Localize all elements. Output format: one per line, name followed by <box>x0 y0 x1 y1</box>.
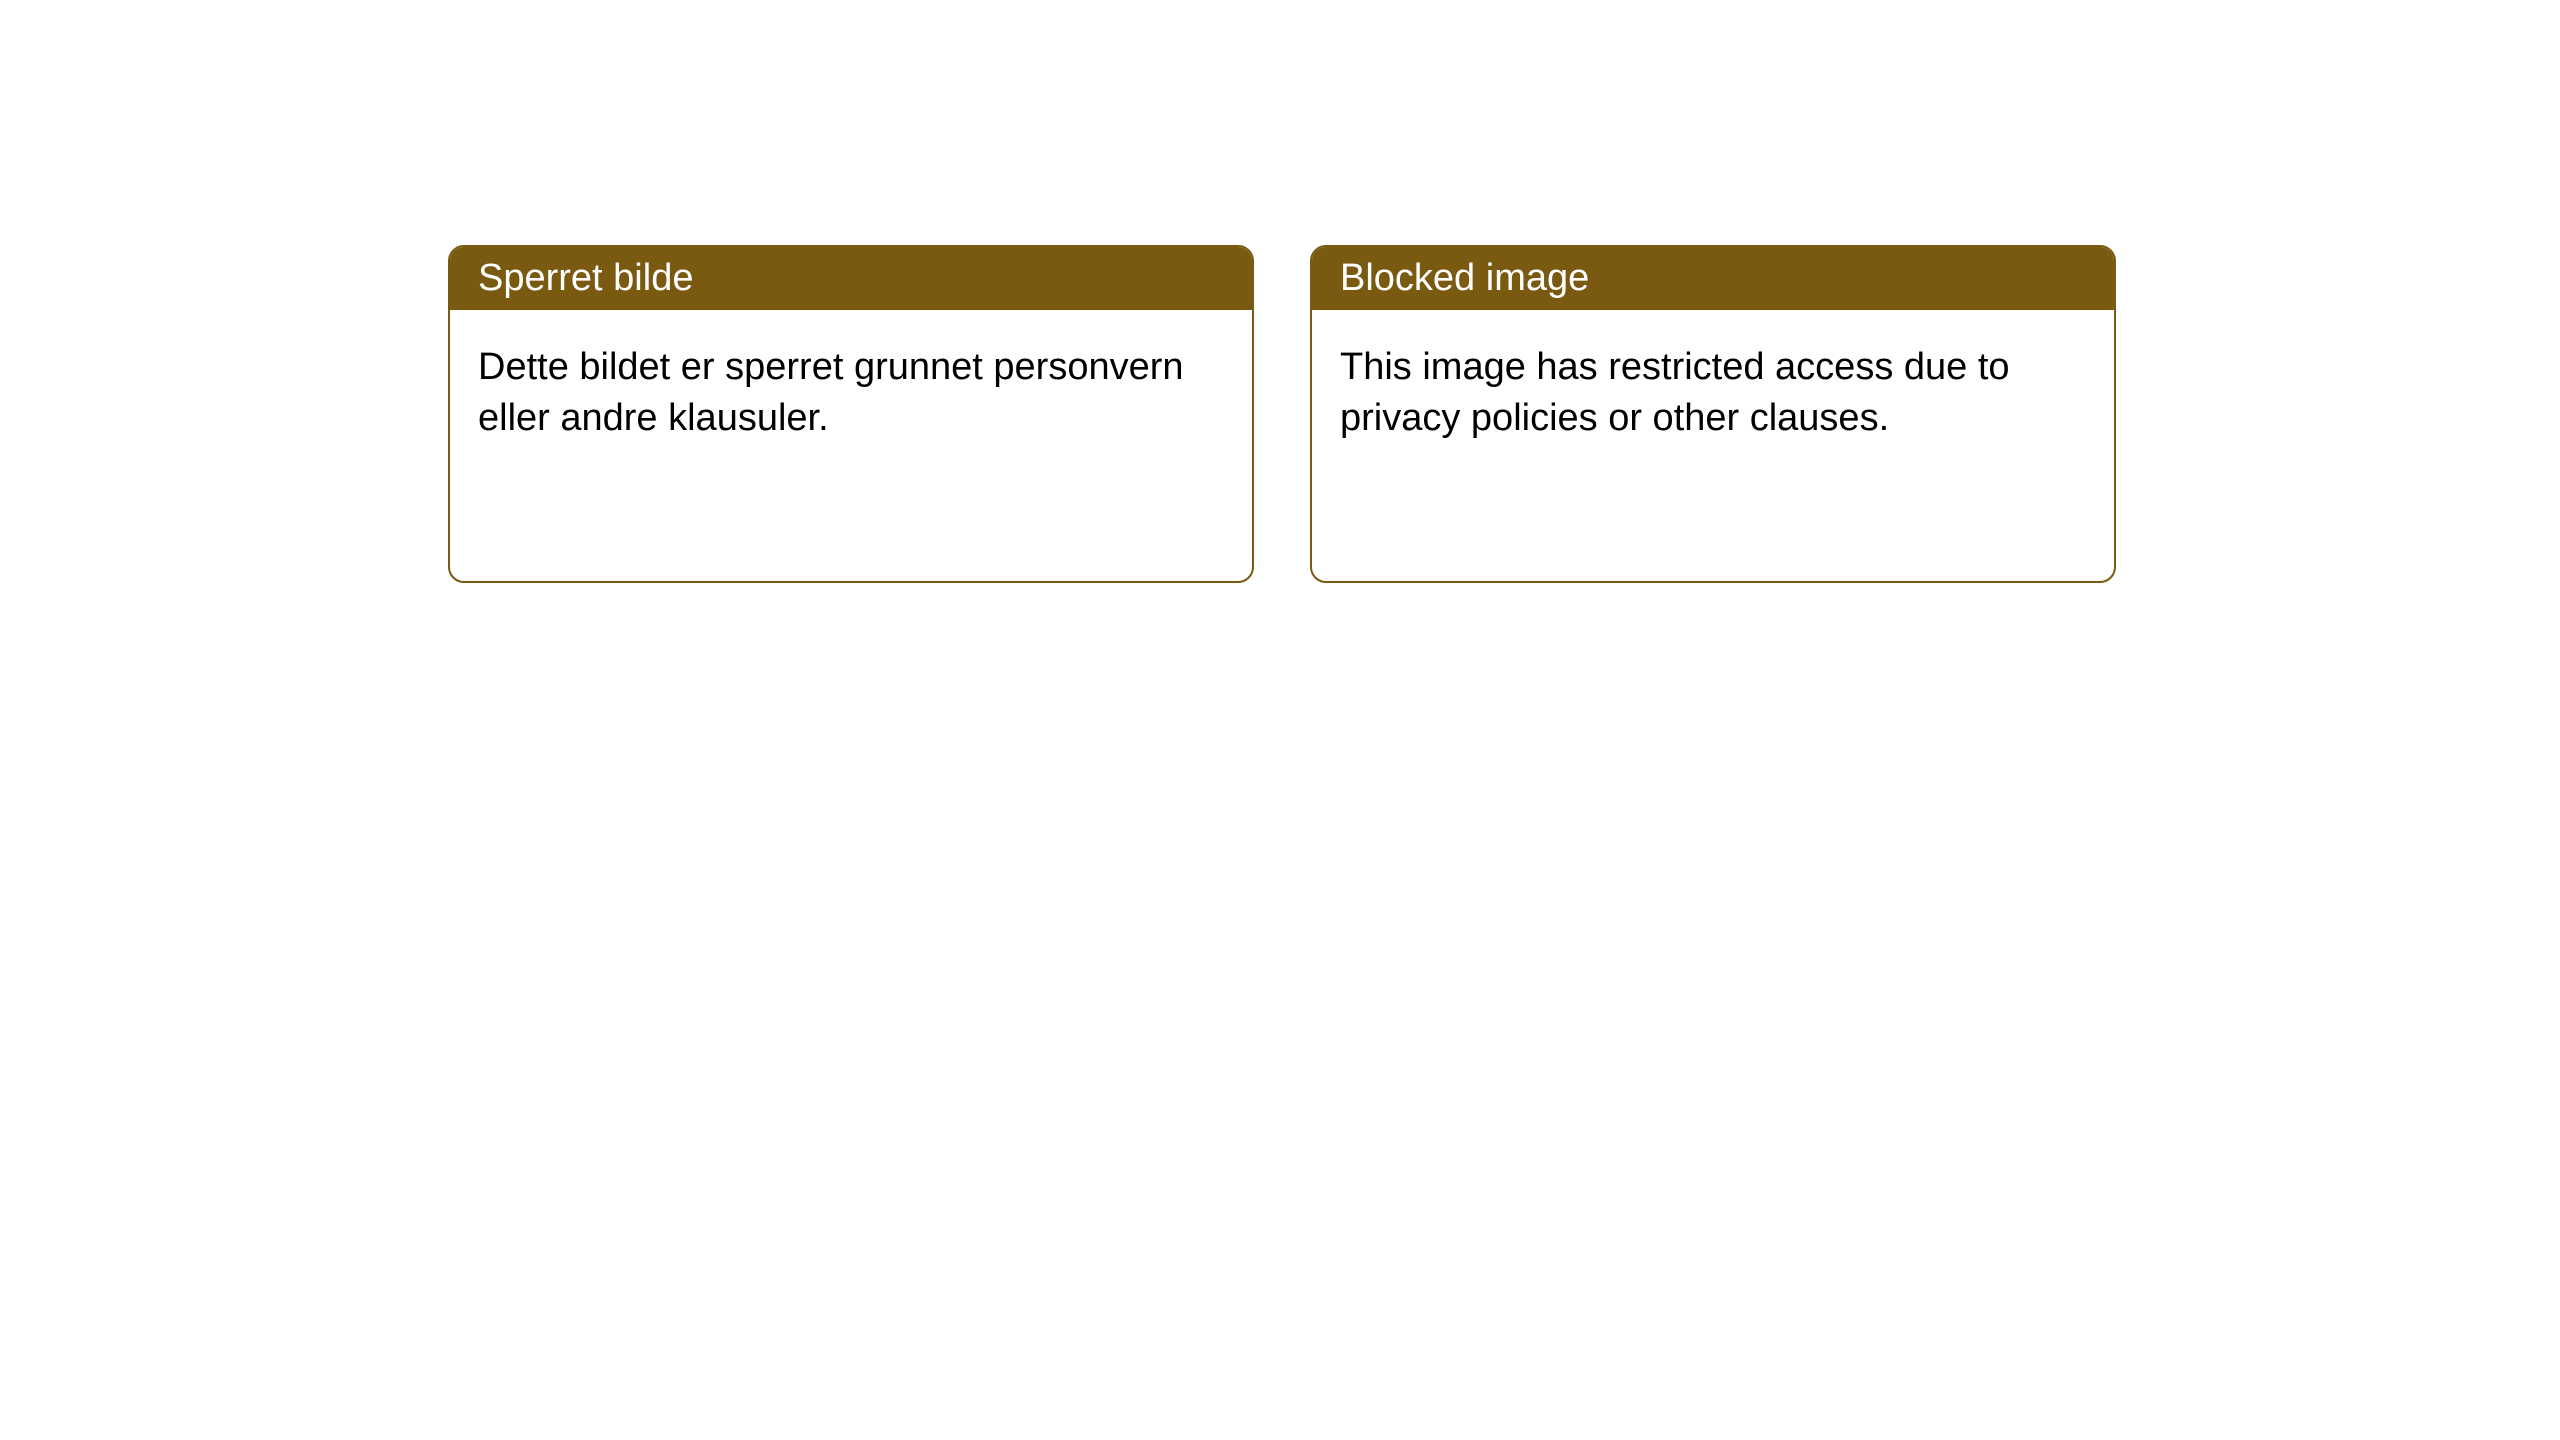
notice-body-text: Dette bildet er sperret grunnet personve… <box>478 346 1184 439</box>
notice-header: Blocked image <box>1312 247 2114 310</box>
notice-title: Sperret bilde <box>478 257 693 299</box>
notice-body: This image has restricted access due to … <box>1312 310 2114 477</box>
notice-box-english: Blocked image This image has restricted … <box>1310 245 2116 583</box>
notice-body: Dette bildet er sperret grunnet personve… <box>450 310 1252 477</box>
notice-title: Blocked image <box>1340 257 1589 299</box>
notice-body-text: This image has restricted access due to … <box>1340 346 2010 439</box>
notice-box-norwegian: Sperret bilde Dette bildet er sperret gr… <box>448 245 1254 583</box>
notice-container: Sperret bilde Dette bildet er sperret gr… <box>0 0 2560 583</box>
notice-header: Sperret bilde <box>450 247 1252 310</box>
